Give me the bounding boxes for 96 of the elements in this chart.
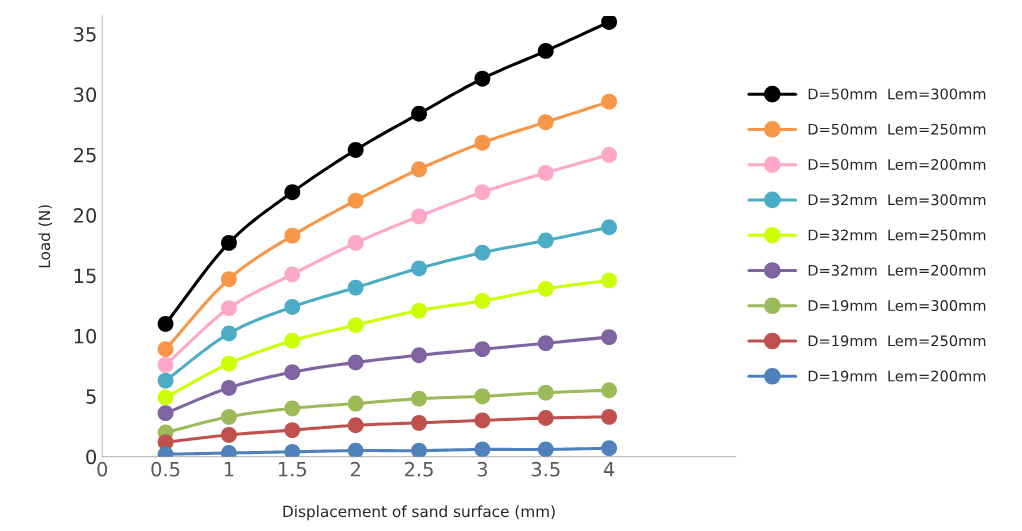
- point: [157, 315, 174, 332]
- legend-label: D=50mm Lem=200mm: [808, 158, 986, 171]
- point: [601, 329, 618, 346]
- x-tick-label: 0.5: [151, 461, 180, 477]
- point: [347, 317, 364, 333]
- point: [474, 70, 491, 87]
- point: [537, 114, 554, 131]
- point: [347, 354, 364, 371]
- point: [411, 260, 427, 277]
- point: [284, 332, 301, 349]
- point: [347, 192, 364, 209]
- point: [221, 235, 237, 251]
- point: [411, 105, 427, 122]
- point: [347, 417, 364, 434]
- point: [474, 292, 491, 309]
- point: [537, 280, 554, 297]
- x-tick-label: 2: [350, 461, 360, 477]
- y-tick-label: 25: [74, 147, 96, 163]
- point: [411, 390, 427, 407]
- point: [411, 347, 427, 364]
- y-tick-label: 30: [74, 87, 97, 103]
- point: [537, 164, 554, 181]
- y-tick-label: 10: [74, 328, 97, 344]
- point: [474, 388, 491, 405]
- y-tick-label: 15: [74, 268, 96, 284]
- x-axis-title: Displacement of sand surface (mm): [283, 505, 555, 521]
- point: [221, 271, 237, 288]
- point: [474, 441, 491, 457]
- point: [411, 161, 427, 178]
- point: [221, 379, 237, 396]
- x-tick-label: 3.5: [531, 461, 560, 477]
- x-tick-label: 4: [603, 462, 615, 477]
- point: [284, 184, 301, 201]
- point: [537, 441, 554, 457]
- point: [347, 142, 364, 158]
- legend-label: D=32mm Lem=200mm: [808, 264, 986, 276]
- point: [157, 372, 174, 389]
- point: [284, 422, 301, 439]
- point: [221, 427, 237, 443]
- point: [474, 412, 491, 429]
- point: [601, 408, 618, 425]
- point: [537, 232, 554, 249]
- point: [221, 325, 237, 342]
- point: [537, 43, 554, 59]
- point: [157, 356, 174, 373]
- point: [221, 355, 237, 372]
- y-tick-label: 5: [86, 389, 96, 404]
- legend-label: D=32mm Lem=300mm: [808, 194, 986, 206]
- point: [284, 299, 301, 315]
- point: [347, 442, 364, 457]
- point: [601, 15, 618, 30]
- point: [347, 395, 364, 412]
- point: [411, 208, 427, 225]
- legend-label: D=50mm Lem=250mm: [808, 123, 986, 135]
- point: [157, 341, 174, 358]
- point: [284, 266, 301, 283]
- legend-label: D=19mm Lem=250mm: [808, 335, 986, 347]
- point: [221, 408, 237, 425]
- y-axis-title: Load (N): [38, 205, 52, 268]
- x-tick-label: 0: [97, 461, 108, 477]
- legend-label: D=19mm Lem=200mm: [808, 370, 986, 382]
- y-tick-label: 0: [86, 449, 97, 465]
- point: [537, 384, 554, 401]
- legend-label: D=19mm Lem=300mm: [808, 300, 986, 312]
- point: [474, 134, 491, 151]
- point: [347, 235, 364, 251]
- x-tick-label: 3: [477, 461, 488, 477]
- point: [537, 410, 554, 426]
- point: [537, 335, 554, 352]
- point: [601, 272, 618, 289]
- point: [474, 341, 491, 358]
- point: [221, 300, 237, 317]
- point: [284, 400, 301, 417]
- point: [157, 405, 174, 422]
- point: [601, 382, 618, 399]
- point: [601, 219, 618, 236]
- point: [284, 364, 301, 381]
- legend-label: D=50mm Lem=300mm: [808, 88, 986, 100]
- point: [347, 279, 364, 296]
- point: [601, 440, 618, 457]
- point: [601, 146, 618, 163]
- x-tick-label: 2.5: [404, 461, 433, 477]
- point: [601, 93, 618, 110]
- point: [474, 244, 491, 261]
- x-tick-label: 1: [224, 462, 234, 477]
- y-tick-label: 20: [74, 208, 97, 223]
- x-tick-label: 1.5: [278, 462, 307, 477]
- point: [284, 443, 301, 457]
- y-tick-label: 35: [74, 27, 96, 42]
- point: [157, 389, 174, 406]
- point: [411, 414, 427, 431]
- point: [284, 227, 301, 244]
- point: [411, 302, 427, 319]
- legend-label: D=32mm Lem=250mm: [808, 229, 986, 241]
- point: [411, 442, 427, 457]
- point: [474, 184, 491, 201]
